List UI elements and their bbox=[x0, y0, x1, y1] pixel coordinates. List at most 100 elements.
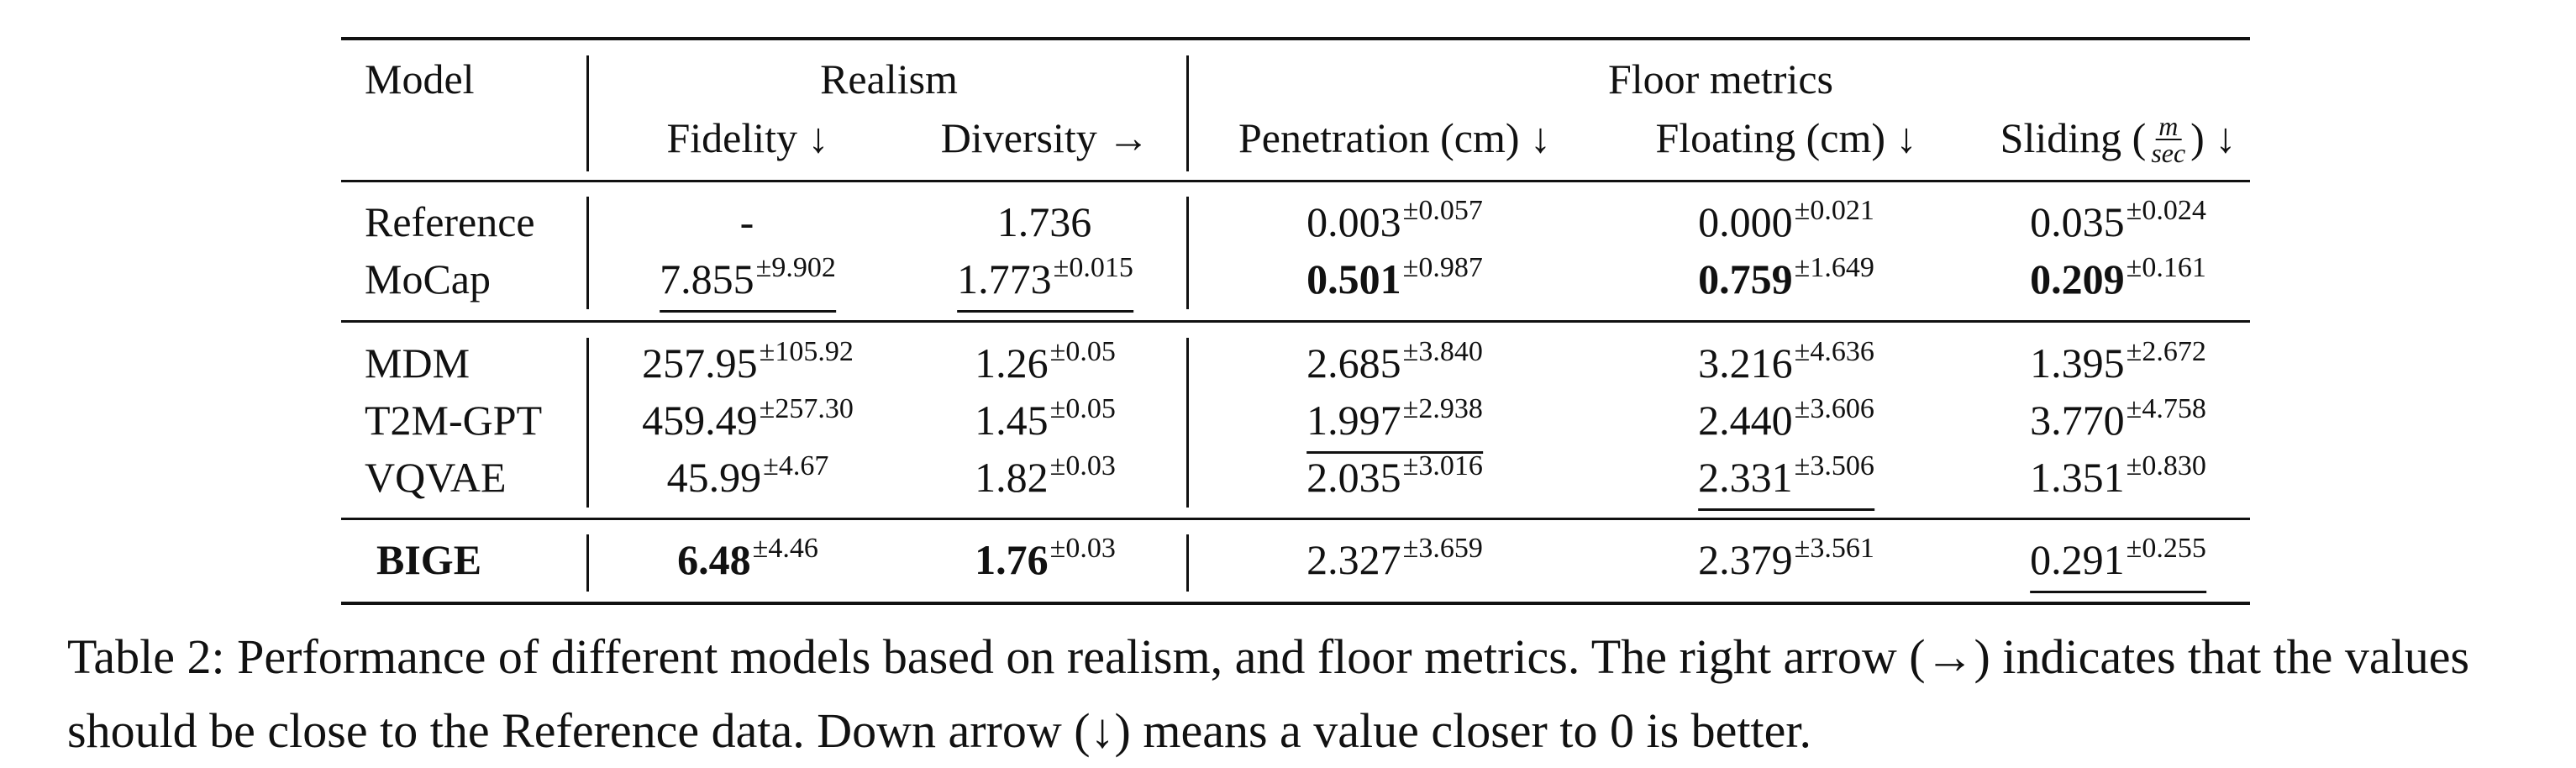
value: 6.48 bbox=[677, 536, 751, 583]
cell-value-group: 1.26±0.05 bbox=[975, 336, 1116, 387]
cell-value-group: 459.49±257.30 bbox=[642, 393, 854, 444]
cell-sliding: 1.351±0.830 bbox=[2030, 450, 2206, 508]
header-model: Model bbox=[365, 55, 475, 103]
header-floor-metrics: Floor metrics bbox=[1607, 55, 1834, 103]
sliding-unit-numerator: m bbox=[2155, 113, 2182, 140]
std-deviation: ±0.03 bbox=[1049, 533, 1116, 564]
cell-value-group: 1.45±0.05 bbox=[975, 393, 1116, 444]
cell-value-group: 1.351±0.830 bbox=[2030, 450, 2206, 501]
cell-diversity: 1.82±0.03 bbox=[975, 450, 1116, 508]
value: 2.331 bbox=[1698, 454, 1793, 501]
value: 1.997 bbox=[1306, 397, 1401, 444]
std-deviation: ±0.021 bbox=[1794, 195, 1874, 226]
cell-value-group: 1.82±0.03 bbox=[975, 450, 1116, 501]
sliding-unit-fraction: m sec bbox=[2148, 113, 2189, 166]
row-model-name: T2M-GPT bbox=[365, 397, 543, 444]
cell-value-group: 45.99±4.67 bbox=[666, 450, 829, 501]
cell-value-group: 2.331±3.506 bbox=[1698, 450, 1874, 511]
cell-value-group: 2.327±3.659 bbox=[1306, 533, 1483, 583]
std-deviation: ±1.649 bbox=[1794, 252, 1874, 283]
header-floating: Floating (cm) ↓ bbox=[1655, 114, 1917, 161]
bottom-rule bbox=[341, 602, 2250, 605]
std-deviation: ±0.987 bbox=[1402, 252, 1483, 283]
cell-floating: 2.379±3.561 bbox=[1698, 533, 1874, 591]
std-deviation: ±3.506 bbox=[1794, 450, 1874, 481]
value: 459.49 bbox=[642, 397, 758, 444]
separator-model bbox=[586, 55, 589, 171]
cell-diversity: 1.26±0.05 bbox=[975, 336, 1116, 394]
cell-value-group: 1.736 bbox=[997, 198, 1094, 245]
cell-penetration: 2.685±3.840 bbox=[1306, 336, 1483, 394]
cell-value-group: 7.855±9.902 bbox=[660, 252, 836, 313]
std-deviation: ±0.255 bbox=[2126, 533, 2206, 564]
std-deviation: ±0.161 bbox=[2126, 252, 2206, 283]
cell-fidelity: 6.48±4.46 bbox=[677, 533, 818, 591]
value: 0.209 bbox=[2030, 255, 2125, 302]
row-model-name: MoCap bbox=[365, 255, 491, 302]
std-deviation: ±0.03 bbox=[1049, 450, 1116, 481]
header-penetration: Penetration (cm) ↓ bbox=[1238, 114, 1552, 161]
value: 1.76 bbox=[975, 536, 1049, 583]
std-deviation: ±105.92 bbox=[759, 336, 854, 367]
cell-value-group: 2.035±3.016 bbox=[1306, 450, 1483, 501]
row-model-name: VQVAE bbox=[365, 454, 507, 501]
std-deviation: ±0.05 bbox=[1049, 336, 1116, 367]
std-deviation: ±0.015 bbox=[1053, 252, 1133, 283]
cell-penetration: 2.035±3.016 bbox=[1306, 450, 1483, 508]
cell-value-group: 3.216±4.636 bbox=[1698, 336, 1874, 387]
value: 1.736 bbox=[996, 198, 1092, 245]
cell-diversity: 1.76±0.03 bbox=[975, 533, 1116, 591]
value: 0.035 bbox=[2030, 198, 2125, 245]
cell-floating: 2.440±3.606 bbox=[1698, 393, 1874, 451]
std-deviation: ±3.606 bbox=[1794, 393, 1874, 424]
value: 2.685 bbox=[1306, 339, 1401, 387]
separator-realism bbox=[1186, 338, 1189, 508]
value: 2.035 bbox=[1306, 454, 1401, 501]
value: 2.327 bbox=[1306, 536, 1401, 583]
value: 1.351 bbox=[2030, 454, 2125, 501]
cell-value-group: 0.000±0.021 bbox=[1698, 195, 1874, 245]
value: 45.99 bbox=[666, 454, 762, 501]
cell-sliding: 0.291±0.255 bbox=[2030, 533, 2206, 593]
cell-value-group: 1.773±0.015 bbox=[957, 252, 1133, 313]
cell-sliding: 0.209±0.161 bbox=[2030, 252, 2206, 310]
separator-model bbox=[586, 197, 589, 309]
cell-value-group: - bbox=[740, 198, 756, 245]
std-deviation: ±4.636 bbox=[1794, 336, 1874, 367]
std-deviation: ±0.830 bbox=[2126, 450, 2206, 481]
header-rule bbox=[341, 180, 2250, 182]
value: 1.26 bbox=[975, 339, 1049, 387]
cell-value-group: 2.379±3.561 bbox=[1698, 533, 1874, 583]
separator-model bbox=[586, 338, 589, 508]
value: 7.855 bbox=[660, 255, 754, 302]
value: 1.82 bbox=[975, 454, 1049, 501]
sliding-unit-denominator: sec bbox=[2151, 137, 2186, 168]
sliding-arrow: ) ↓ bbox=[2190, 114, 2237, 161]
cell-value-group: 2.440±3.606 bbox=[1698, 393, 1874, 444]
value: 257.95 bbox=[642, 339, 758, 387]
value: 0.501 bbox=[1306, 255, 1401, 302]
cell-value-group: 6.48±4.46 bbox=[677, 533, 818, 583]
separator-realism bbox=[1186, 197, 1189, 309]
row-model-name: BIGE bbox=[376, 536, 482, 583]
std-deviation: ±3.659 bbox=[1402, 533, 1483, 564]
std-deviation: ±0.024 bbox=[2126, 195, 2206, 226]
cell-value-group: 3.770±4.758 bbox=[2030, 393, 2206, 444]
cell-value-group: 0.209±0.161 bbox=[2030, 252, 2206, 302]
value: 0.291 bbox=[2030, 536, 2125, 583]
value: - bbox=[739, 198, 754, 245]
cell-sliding: 1.395±2.672 bbox=[2030, 336, 2206, 394]
row-model-name: MDM bbox=[365, 339, 471, 387]
cell-diversity: 1.736 bbox=[997, 197, 1094, 253]
cell-floating: 0.759±1.649 bbox=[1698, 252, 1874, 310]
std-deviation: ±257.30 bbox=[759, 393, 854, 424]
cell-penetration: 2.327±3.659 bbox=[1306, 533, 1483, 591]
separator-realism bbox=[1186, 55, 1189, 171]
separator-realism bbox=[1186, 534, 1189, 592]
cell-value-group: 1.395±2.672 bbox=[2030, 336, 2206, 387]
value: 1.773 bbox=[957, 255, 1052, 302]
header-diversity: Diversity → bbox=[940, 114, 1150, 161]
std-deviation: ±0.057 bbox=[1402, 195, 1483, 226]
std-deviation: ±2.672 bbox=[2126, 336, 2206, 367]
cell-value-group: 1.997±2.938 bbox=[1306, 393, 1483, 454]
